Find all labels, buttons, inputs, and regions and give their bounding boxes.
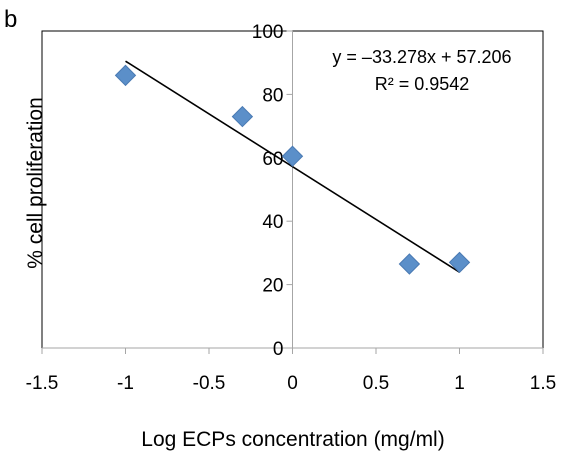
data-point — [114, 64, 137, 87]
y-tick-label: 20 — [262, 276, 283, 297]
x-axis-title: Log ECPs concentration (mg/ml) — [141, 428, 444, 451]
y-tick-label: 60 — [262, 149, 283, 170]
x-tick-label: 0.5 — [363, 373, 389, 394]
x-tick-label: 1 — [454, 373, 465, 394]
data-point — [398, 253, 421, 275]
equation-label: y = –33.278x + 57.206 — [332, 47, 511, 67]
x-tick-label: -1 — [117, 373, 134, 394]
data-point — [231, 105, 254, 128]
data-point — [281, 145, 304, 167]
x-tick-label: -0.5 — [193, 373, 226, 394]
data-points — [114, 64, 471, 275]
x-tick-label: 0 — [287, 373, 298, 394]
r-squared-label: R² = 0.9542 — [375, 74, 470, 94]
panel-label: b — [4, 6, 17, 33]
y-tick-label: 100 — [252, 22, 284, 43]
x-tick-label: 1.5 — [530, 373, 556, 394]
axes: -1.5 -1 -0.5 0 0.5 1 1.5 0 20 40 60 80 100 — [26, 22, 557, 394]
x-tick-label: -1.5 — [26, 373, 59, 394]
y-axis-title: % cell proliferation — [24, 97, 47, 269]
data-point — [448, 251, 471, 274]
y-tick-label: 80 — [262, 85, 283, 106]
y-tick-label: 0 — [273, 339, 284, 360]
y-tick-label: 40 — [262, 212, 283, 233]
